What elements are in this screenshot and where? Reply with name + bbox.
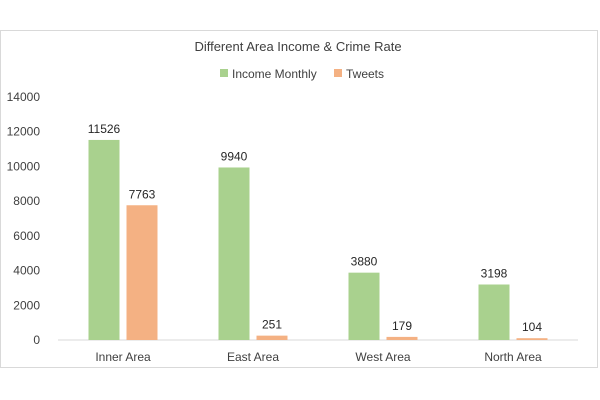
y-tick-label: 0	[33, 333, 40, 347]
y-tick-label: 14000	[7, 90, 41, 104]
x-tick-label: Inner Area	[95, 350, 151, 364]
data-label: 7763	[129, 187, 156, 201]
x-tick-label: East Area	[227, 350, 279, 364]
bar-income	[348, 272, 380, 340]
x-axis: Inner Area East Area West Area North Area	[95, 350, 542, 364]
bar-income	[88, 139, 120, 340]
chart-title: Different Area Income & Crime Rate	[194, 39, 401, 54]
bar-tweets	[516, 338, 548, 340]
data-label: 3880	[351, 255, 378, 269]
y-tick-label: 8000	[13, 194, 40, 208]
data-label: 11526	[88, 122, 121, 136]
data-label: 104	[522, 320, 542, 334]
y-axis: 0 2000 4000 6000 8000 10000 12000 14000	[7, 90, 41, 347]
data-labels: 11526 7763 9940 251 3880 179 3198 104	[88, 122, 543, 334]
legend-label-income: Income Monthly	[232, 67, 317, 81]
y-tick-label: 12000	[7, 125, 41, 139]
legend-label-tweets: Tweets	[346, 67, 384, 81]
data-label: 9940	[221, 149, 248, 163]
x-tick-label: West Area	[355, 350, 410, 364]
legend-swatch-tweets	[334, 69, 342, 77]
legend: Income Monthly Tweets	[220, 67, 384, 81]
bars	[88, 139, 548, 340]
bar-tweets	[256, 335, 288, 340]
data-label: 3198	[481, 266, 508, 280]
y-tick-label: 4000	[13, 264, 40, 278]
bar-income	[218, 167, 250, 340]
y-tick-label: 2000	[13, 298, 40, 312]
bar-income	[478, 284, 510, 340]
y-tick-label: 10000	[7, 159, 41, 173]
y-tick-label: 6000	[13, 229, 40, 243]
bar-tweets	[386, 336, 418, 340]
bar-tweets	[126, 205, 158, 340]
legend-swatch-income	[220, 69, 228, 77]
x-tick-label: North Area	[484, 350, 542, 364]
data-label: 179	[392, 319, 412, 333]
data-label: 251	[262, 318, 282, 332]
